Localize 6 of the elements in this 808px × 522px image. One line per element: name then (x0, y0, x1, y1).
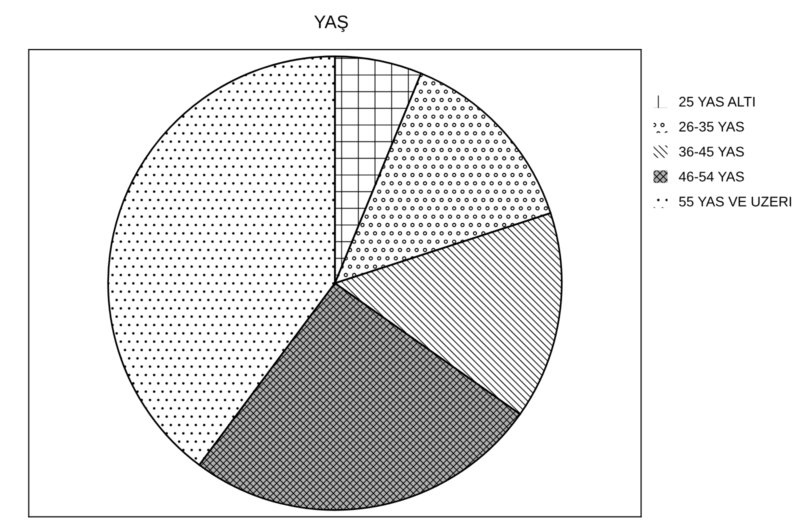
legend-label: 46-54 YAS (678, 172, 744, 182)
legend-label: 36-45 YAS (679, 146, 744, 157)
legend-label: 26-35 YAS (679, 122, 744, 132)
legend-label: 25 YAS ALTI (679, 96, 755, 107)
legend-label: 55 YAS VE UZERI (679, 196, 792, 206)
chart-title: YAŞ (314, 15, 348, 32)
